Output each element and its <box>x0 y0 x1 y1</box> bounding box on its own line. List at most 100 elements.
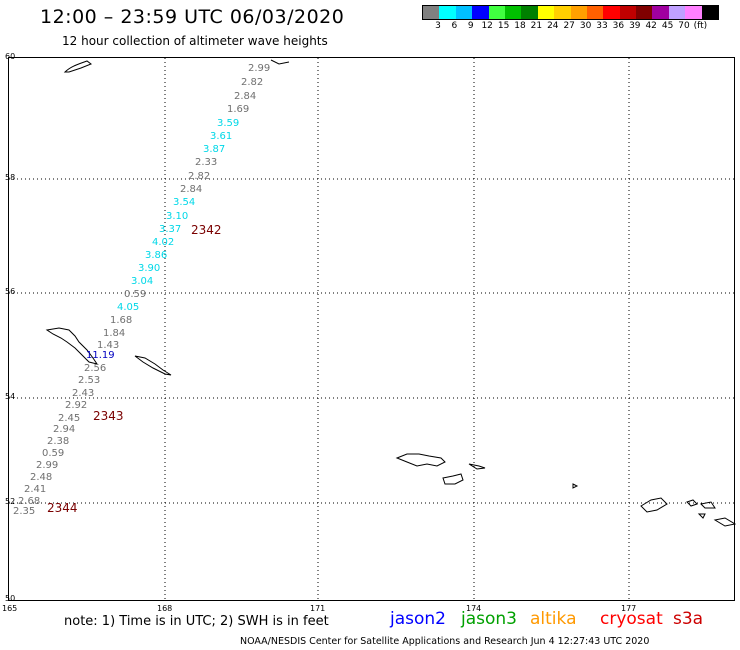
lat-label-56: 56 <box>5 287 16 296</box>
page-title: 12:00 – 23:59 UTC 06/03/2020 <box>40 6 345 28</box>
sat-jason2: jason2 <box>390 609 446 629</box>
legend-swatch <box>537 6 555 19</box>
wave-height-value: 2.99 <box>248 63 271 74</box>
legend-swatch <box>586 6 604 19</box>
wave-height-value: 11.19 <box>86 350 115 361</box>
wave-height-value: 2.82 <box>188 171 211 182</box>
wave-height-value: 2.92 <box>65 400 88 411</box>
wave-height-value: 2.43 <box>72 388 95 399</box>
page-subtitle: 12 hour collection of altimeter wave hei… <box>62 34 328 48</box>
legend-swatch <box>636 6 653 19</box>
legend-swatch <box>423 6 440 19</box>
legend-label: 36 <box>612 21 625 31</box>
legend-label: 42 <box>645 21 657 31</box>
wave-height-value: 3.90 <box>138 263 161 274</box>
wave-height-value: 3.10 <box>166 211 189 222</box>
legend-label: 27 <box>563 21 575 31</box>
sat-jason3: jason3 <box>461 609 517 629</box>
legend-label: 3 <box>435 21 441 31</box>
legend-label: 21 <box>530 21 543 31</box>
legend-swatch <box>455 6 473 19</box>
wave-height-value: 3.87 <box>203 144 226 155</box>
wave-height-value: 3.61 <box>210 131 233 142</box>
wave-height-value: 2.35 <box>13 506 36 517</box>
color-legend: 3 6 9 12 15 18 21 24 27 30 33 36 39 42 45 70 (ft) <box>422 5 720 34</box>
pass-label: 2342 <box>191 223 222 237</box>
wave-height-value: 3.37 <box>159 224 182 235</box>
coastlines <box>45 59 736 527</box>
wave-height-value: 2.56 <box>84 363 107 374</box>
wave-height-value: 0.59 <box>42 448 65 459</box>
wave-height-value: 2.84 <box>234 91 257 102</box>
wave-height-value: 2.41 <box>24 484 47 495</box>
lat-label-60: 60 <box>5 52 16 61</box>
legend-label: 12 <box>481 21 493 31</box>
legend-swatch <box>488 6 505 19</box>
credit-line: NOAA/NESDIS Center for Satellite Applica… <box>240 636 650 647</box>
legend-swatches <box>422 5 720 20</box>
wave-height-value: 2.94 <box>53 424 76 435</box>
lon-label-165: 165 <box>2 604 18 613</box>
wave-height-value: 3.59 <box>217 118 240 129</box>
legend-swatch <box>439 6 456 19</box>
sat-altika: altika <box>530 609 577 629</box>
wave-height-value: 3.54 <box>173 197 196 208</box>
legend-swatch <box>472 6 489 19</box>
wave-height-value: 1.43 <box>97 340 120 351</box>
pass-label: 2344 <box>47 501 78 515</box>
legend-swatch <box>701 6 719 19</box>
legend-label: 15 <box>497 21 510 31</box>
wave-height-value: 0.59 <box>124 289 147 300</box>
wave-height-value: 2.53 <box>78 375 101 386</box>
wave-height-value: 3.86 <box>145 250 168 261</box>
legend-swatch <box>652 6 669 19</box>
lon-label-171: 171 <box>310 604 326 613</box>
map-panel <box>8 57 736 602</box>
wave-height-value: 2.48 <box>30 472 53 483</box>
pass-label: 2343 <box>93 409 124 423</box>
legend-swatch <box>504 6 522 19</box>
legend-label: 30 <box>579 21 592 31</box>
wave-height-value: 1.84 <box>103 328 126 339</box>
legend-label: 9 <box>467 21 474 31</box>
wave-height-value: 4.02 <box>152 237 175 248</box>
sat-s3a: s3a <box>673 609 704 629</box>
wave-height-value: 2.38 <box>47 436 70 447</box>
lon-label-174: 174 <box>466 604 482 613</box>
lon-label-168: 168 <box>157 604 173 613</box>
wave-height-value: 1.69 <box>227 104 250 115</box>
legend-swatch <box>603 6 620 19</box>
wave-height-value: 2.33 <box>195 157 218 168</box>
legend-label: (ft) <box>693 21 708 31</box>
legend-swatch <box>570 6 587 19</box>
legend-swatch <box>668 6 686 19</box>
wave-height-value: 4.05 <box>117 302 140 313</box>
legend-label: 45 <box>661 21 674 31</box>
wave-height-value: 2.45 <box>58 413 81 424</box>
legend-swatch <box>685 6 702 19</box>
map-graticule <box>9 58 736 602</box>
lat-label-58: 58 <box>5 173 16 182</box>
lat-label-52: 52 <box>5 497 16 506</box>
wave-height-value: 2.84 <box>180 184 203 195</box>
legend-swatch <box>619 6 637 19</box>
wave-height-value: 2.82 <box>241 77 264 88</box>
lat-label-54: 54 <box>5 392 16 401</box>
lat-label-50: 50 <box>5 594 16 603</box>
legend-label: 6 <box>451 21 458 31</box>
legend-label: 70 <box>678 21 690 31</box>
legend-label: 24 <box>547 21 559 31</box>
wave-height-value: 1.68 <box>110 315 133 326</box>
legend-label: 18 <box>514 21 526 31</box>
wave-height-value: 3.04 <box>131 276 154 287</box>
legend-swatch <box>521 6 538 19</box>
legend-labels: 3 6 9 12 15 18 21 24 27 30 33 36 39 42 45 70 (ft) <box>422 20 719 34</box>
wave-height-value: 2.68 <box>18 496 41 507</box>
legend-label: 33 <box>596 21 608 31</box>
wave-height-value: 2.99 <box>36 460 59 471</box>
legend-label: 39 <box>629 21 641 31</box>
lon-label-177: 177 <box>621 604 637 613</box>
footer-note: note: 1) Time is in UTC; 2) SWH is in fe… <box>64 614 329 629</box>
sat-cryosat: cryosat <box>600 609 663 629</box>
legend-swatch <box>554 6 571 19</box>
